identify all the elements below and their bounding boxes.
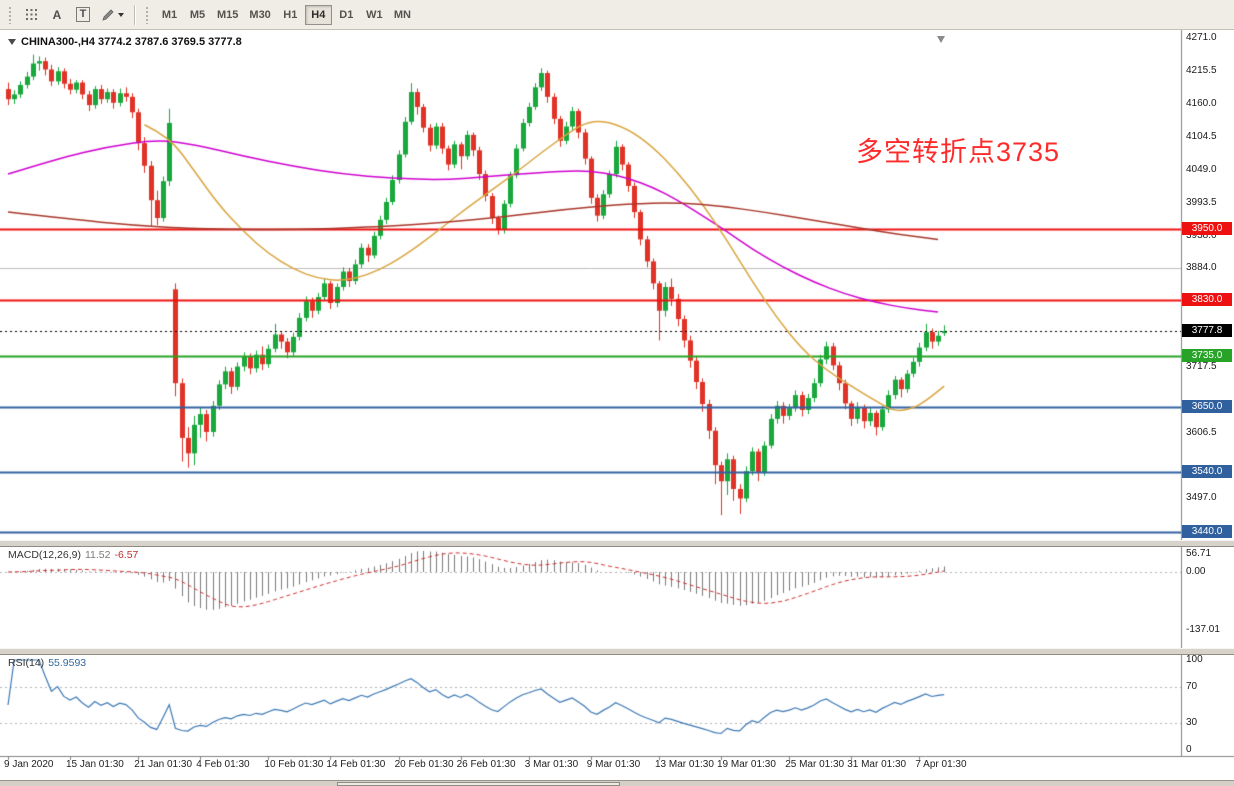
y-axis-label: 4049.0: [1186, 163, 1217, 175]
x-axis-label: 14 Feb 01:30: [326, 759, 386, 770]
macd-label: MACD(12,26,9) 11.52 -6.57: [8, 549, 138, 561]
macd-name: MACD(12,26,9): [8, 549, 81, 561]
y-axis-label: 4215.5: [1186, 64, 1217, 76]
price-level-badge-3650.0[interactable]: 3650.0: [1182, 399, 1232, 413]
x-axis-label: 9 Mar 01:30: [586, 759, 641, 770]
x-axis-label: 25 Mar 01:30: [785, 759, 845, 770]
toolbar-separator: [134, 4, 135, 25]
macd-main-value: 11.52: [84, 549, 111, 561]
timeframe-button-mn[interactable]: MN: [389, 5, 416, 25]
y-axis-label: 3606.5: [1186, 426, 1217, 438]
arrow-tool-button[interactable]: A: [45, 4, 69, 26]
price-level-badge-3540.0[interactable]: 3540.0: [1182, 465, 1232, 479]
price-level-badge-3950.0[interactable]: 3950.0: [1182, 221, 1232, 235]
chart-shift-marker-icon[interactable]: [937, 36, 945, 43]
macd-axis-label: -137.01: [1186, 624, 1220, 635]
x-axis-label: 13 Mar 01:30: [655, 759, 714, 770]
toolbar-drag-handle[interactable]: [145, 5, 150, 24]
x-axis-label: 19 Mar 01:30: [717, 759, 776, 770]
y-axis-label: 3497.0: [1186, 491, 1217, 503]
pencil-icon: [102, 8, 114, 21]
macd-axis-label: 0.00: [1186, 566, 1206, 577]
timeframe-button-h1[interactable]: H1: [277, 5, 304, 25]
rsi-name: RSI(14): [8, 657, 45, 669]
draw-tool-button[interactable]: [97, 4, 128, 26]
main-toolbar: A T M1 M5 M15 M30 H1 H4 D1 W1 MN: [0, 0, 1234, 30]
x-axis-label: 9 Jan 2020: [4, 759, 54, 770]
price-level-badge-3830.0[interactable]: 3830.0: [1182, 293, 1232, 307]
text-tool-button[interactable]: T: [71, 4, 95, 26]
timeframe-button-m30[interactable]: M30: [244, 5, 275, 25]
chart-title: CHINA300-,H4 3774.2 3787.6 3769.5 3777.8: [8, 36, 242, 48]
y-axis-label: 4104.5: [1186, 130, 1217, 142]
x-axis-label: 21 Jan 01:30: [134, 759, 193, 770]
macd-axis-label: 56.71: [1186, 548, 1212, 559]
y-axis-label: 3884.0: [1186, 261, 1217, 273]
y-axis-label: 3717.5: [1186, 360, 1217, 372]
grid-tool-button[interactable]: [19, 4, 43, 26]
chart-caret-icon: [8, 39, 16, 45]
pane-separator-macd[interactable]: [0, 540, 1234, 547]
rsi-axis-label: 70: [1186, 681, 1198, 692]
text-tool-label: T: [75, 7, 91, 22]
toolbar-drag-handle[interactable]: [8, 5, 13, 24]
timeframe-button-d1[interactable]: D1: [333, 5, 360, 25]
rsi-axis-label: 30: [1186, 717, 1198, 728]
x-axis-label: 20 Feb 01:30: [394, 759, 454, 770]
chart-window[interactable]: CHINA300-,H4 3774.2 3787.6 3769.5 3777.8…: [0, 30, 1234, 780]
x-axis-label: 10 Feb 01:30: [264, 759, 324, 770]
arrow-tool-label: A: [52, 7, 62, 22]
timeframe-button-h4[interactable]: H4: [304, 4, 332, 25]
rsi-label: RSI(14) 55.9593: [8, 657, 86, 669]
x-axis-label: 26 Feb 01:30: [456, 759, 516, 770]
x-axis-label: 7 Apr 01:30: [915, 759, 967, 770]
annotation-text[interactable]: 多空转折点3735: [856, 137, 1061, 167]
dropdown-caret-icon: [118, 12, 124, 17]
x-axis-label: 3 Mar 01:30: [524, 759, 579, 770]
rsi-axis-label: 0: [1186, 744, 1192, 755]
price-chart-canvas[interactable]: [0, 30, 1234, 780]
y-axis-label: 4160.0: [1186, 97, 1217, 109]
timeframe-button-m1[interactable]: M1: [156, 5, 183, 25]
rsi-axis-label: 100: [1186, 654, 1203, 665]
timeframe-button-m5[interactable]: M5: [184, 5, 211, 25]
x-axis-label: 4 Feb 01:30: [196, 759, 250, 770]
y-axis-label: 3993.5: [1186, 196, 1217, 208]
timeframe-button-w1[interactable]: W1: [361, 5, 388, 25]
price-level-badge-3440.0[interactable]: 3440.0: [1182, 524, 1232, 538]
timeframe-button-m15[interactable]: M15: [212, 5, 243, 25]
bottom-panel-edge: [0, 780, 1234, 786]
grid-dots-icon: [25, 9, 37, 20]
macd-signal-value: -6.57: [114, 549, 139, 561]
x-axis-label: 15 Jan 01:30: [66, 759, 124, 770]
chart-title-text: CHINA300-,H4 3774.2 3787.6 3769.5 3777.8: [21, 36, 242, 48]
timeframe-button-group: M1 M5 M15 M30 H1 H4 D1 W1 MN: [156, 4, 416, 25]
x-axis-label: 31 Mar 01:30: [847, 759, 907, 770]
y-axis-label: 3938.0: [1186, 229, 1217, 241]
bottom-panel-inset: [337, 782, 620, 786]
y-axis-label: 4271.0: [1186, 32, 1217, 43]
pane-separator-rsi[interactable]: [0, 648, 1234, 655]
price-level-badge-3735.0[interactable]: 3735.0: [1182, 349, 1232, 363]
price-level-badge-3777.8[interactable]: 3777.8: [1182, 324, 1232, 338]
rsi-value: 55.9593: [48, 657, 87, 669]
